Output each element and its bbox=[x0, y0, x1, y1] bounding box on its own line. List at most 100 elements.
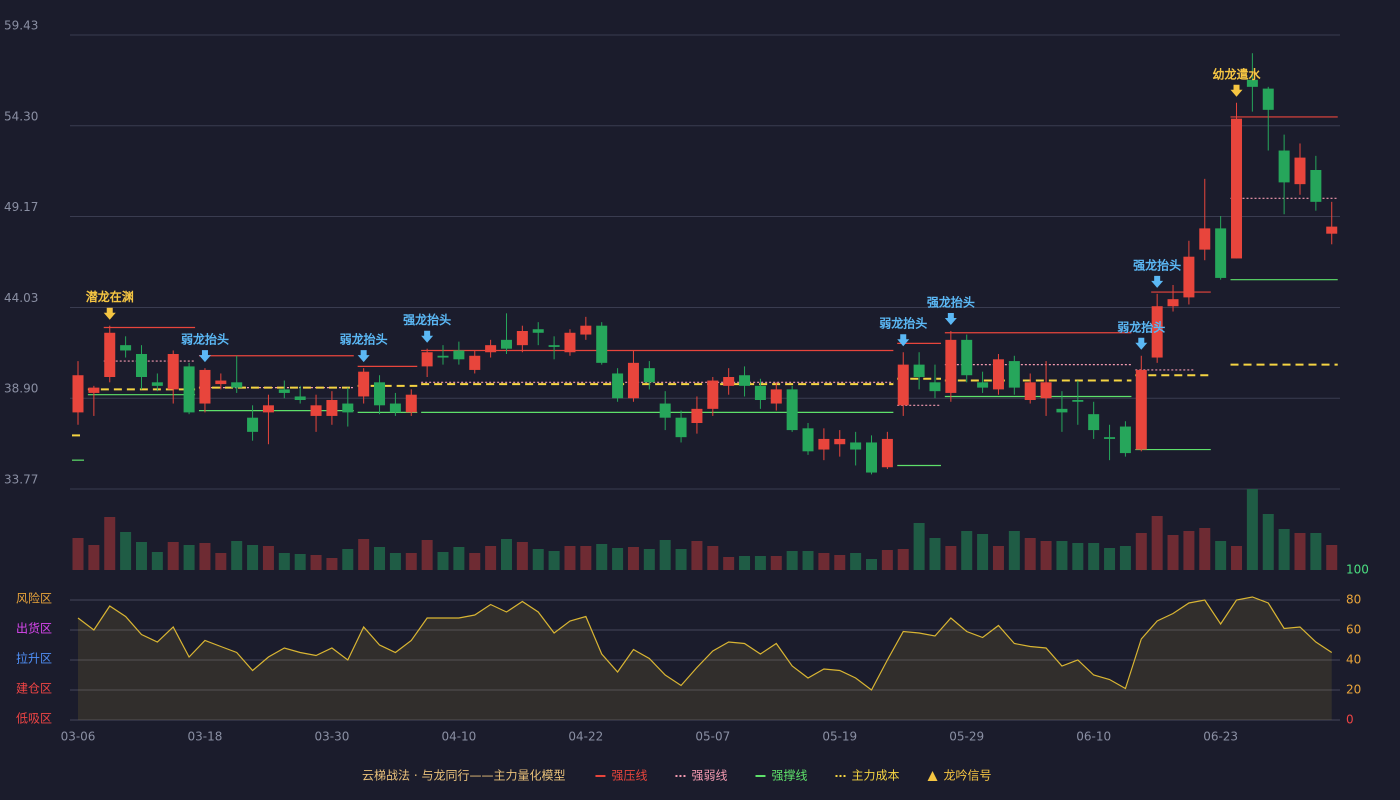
volume-bar bbox=[326, 558, 338, 570]
volume-bar bbox=[1215, 541, 1227, 570]
volume-bar bbox=[945, 546, 957, 570]
volume-bar bbox=[1119, 546, 1131, 570]
candle-body bbox=[215, 380, 227, 385]
volume-bar bbox=[1199, 528, 1211, 570]
x-tick-label: 03-18 bbox=[188, 730, 223, 744]
volume-bar bbox=[1231, 546, 1243, 570]
candle-body bbox=[358, 371, 370, 397]
x-tick-label: 06-10 bbox=[1076, 730, 1111, 744]
volume-bar bbox=[421, 540, 433, 570]
candle-body bbox=[326, 400, 338, 416]
signal-label: 潜龙在渊 bbox=[86, 289, 134, 304]
volume-bar bbox=[1008, 531, 1020, 570]
candle-body bbox=[913, 364, 925, 378]
volume-bar bbox=[1040, 541, 1052, 570]
legend-title: 云梯战法 · 与龙同行——主力量化模型 bbox=[362, 769, 565, 783]
candle-body bbox=[881, 438, 893, 468]
signal-arrow bbox=[1230, 84, 1243, 97]
candle-body bbox=[675, 417, 687, 438]
volume-bar bbox=[675, 549, 687, 570]
volume-bar bbox=[1167, 535, 1179, 570]
volume-bar bbox=[231, 541, 243, 570]
volume-bar bbox=[262, 546, 274, 570]
candle-body bbox=[310, 405, 322, 416]
y-tick-label: 38.90 bbox=[4, 382, 38, 396]
volume-bar bbox=[627, 547, 639, 570]
volume-bar bbox=[818, 553, 830, 570]
candle-body bbox=[1310, 169, 1322, 202]
signal-arrow bbox=[1151, 275, 1164, 288]
legend-label: 强压线 bbox=[611, 769, 647, 783]
legend-label: 强撑线 bbox=[771, 768, 807, 783]
candle-body bbox=[929, 382, 941, 392]
candle-body bbox=[818, 438, 830, 450]
y-tick-label: 33.77 bbox=[4, 473, 38, 487]
volume-bar bbox=[548, 551, 560, 570]
signal-arrow bbox=[357, 350, 370, 363]
y-tick-label: 建仓区 bbox=[16, 682, 52, 696]
volume-bar bbox=[485, 546, 497, 570]
candle-body bbox=[1040, 382, 1052, 399]
candle-body bbox=[516, 331, 528, 346]
volume-bar bbox=[72, 538, 84, 570]
candle-body bbox=[612, 373, 624, 399]
x-tick-label: 04-22 bbox=[568, 730, 603, 744]
volume-bar bbox=[88, 545, 100, 570]
volume-bar bbox=[961, 531, 973, 570]
volume-bar bbox=[215, 553, 227, 570]
volume-bar bbox=[881, 550, 893, 570]
volume-bar bbox=[1278, 529, 1290, 570]
signal-label: 弱龙抬头 bbox=[340, 332, 388, 347]
volume-bar bbox=[120, 532, 132, 570]
candle-body bbox=[532, 329, 544, 333]
candle-body bbox=[294, 396, 306, 401]
candle-body bbox=[1135, 369, 1147, 450]
candle-body bbox=[183, 366, 195, 413]
volume-bar bbox=[834, 555, 846, 570]
volume-bar bbox=[294, 554, 306, 570]
candle-body bbox=[564, 332, 576, 353]
signal-label: 强龙抬头 bbox=[403, 312, 451, 327]
candle-body bbox=[485, 345, 497, 353]
volume-bar bbox=[723, 557, 735, 570]
volume-bar bbox=[643, 549, 655, 570]
volume-bar bbox=[612, 548, 624, 570]
signal-label: 弱龙抬头 bbox=[879, 316, 927, 331]
candle-body bbox=[88, 387, 100, 393]
y2-tick-label: 0 bbox=[1346, 713, 1354, 727]
volume-bar bbox=[786, 551, 798, 570]
signal-arrow bbox=[897, 334, 910, 347]
candle-body bbox=[1278, 150, 1290, 183]
candle-body bbox=[167, 354, 179, 390]
volume-bar bbox=[691, 541, 703, 570]
candle-body bbox=[421, 352, 433, 367]
candle-body bbox=[659, 403, 671, 418]
volume-bar bbox=[1024, 538, 1036, 570]
volume-bar bbox=[1326, 545, 1338, 570]
candle-body bbox=[231, 382, 243, 388]
candle-body bbox=[1167, 299, 1179, 307]
volume-bar bbox=[754, 556, 766, 570]
candle-body bbox=[135, 354, 147, 378]
volume-bar bbox=[183, 545, 195, 570]
candle-body bbox=[786, 389, 798, 431]
volume-bar bbox=[167, 542, 179, 570]
volume-bar bbox=[1246, 489, 1258, 570]
candle-body bbox=[548, 345, 560, 347]
candle-body bbox=[834, 438, 846, 445]
candle-body bbox=[405, 394, 417, 413]
volume-bar bbox=[1310, 533, 1322, 570]
signal-arrow bbox=[1135, 337, 1148, 350]
volume-bar bbox=[977, 534, 989, 570]
y-tick-label: 44.03 bbox=[4, 291, 38, 305]
candle-body bbox=[1183, 256, 1195, 298]
y-tick-label: 49.17 bbox=[4, 200, 38, 214]
volume-bar bbox=[707, 546, 719, 570]
candle-body bbox=[1119, 426, 1131, 454]
volume-bar bbox=[897, 549, 909, 570]
volume-bar bbox=[516, 542, 528, 570]
candle-body bbox=[1008, 361, 1020, 388]
volume-bar bbox=[532, 549, 544, 570]
